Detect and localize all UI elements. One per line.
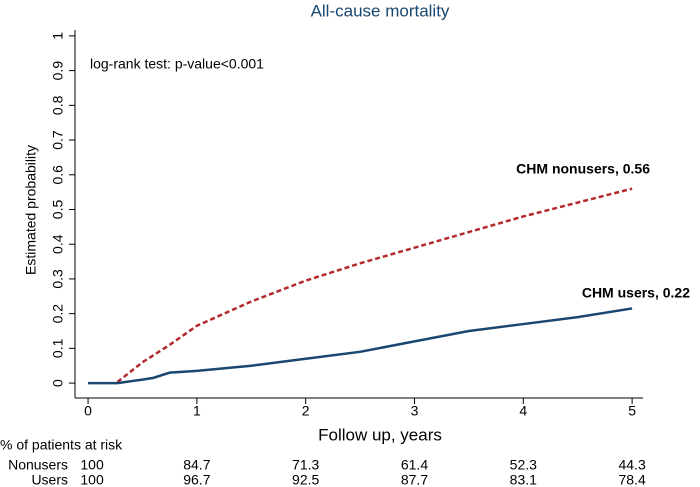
- risk-value: 84.7: [183, 457, 210, 473]
- series-line: [116, 187, 633, 384]
- y-tick-label: 0.8: [50, 95, 66, 115]
- y-tick-label: 0.4: [50, 234, 66, 254]
- annotation: CHM nonusers, 0.56: [516, 161, 650, 177]
- x-tick-label: 0: [84, 403, 92, 419]
- chart-title: All-cause mortality: [311, 1, 450, 20]
- x-tick-label: 1: [193, 403, 201, 419]
- y-tick-label: 0.6: [50, 165, 66, 185]
- annotation: CHM users, 0.22: [582, 285, 690, 301]
- risk-value: 96.7: [183, 472, 210, 487]
- y-tick-label: 0.9: [50, 61, 66, 81]
- y-tick-label: 0.1: [50, 338, 66, 358]
- x-tick-label: 2: [302, 403, 310, 419]
- risk-row-label: Nonusers: [8, 457, 68, 473]
- risk-value: 87.7: [401, 472, 428, 487]
- risk-value: 92.5: [292, 472, 319, 487]
- series-line: [88, 307, 633, 385]
- y-tick-label: 0.5: [50, 200, 66, 220]
- risk-value: 83.1: [510, 472, 537, 487]
- risk-value: 52.3: [510, 457, 537, 473]
- y-tick-label: 0: [50, 379, 66, 387]
- y-tick-label: 0.3: [50, 269, 66, 289]
- y-tick-label: 0.2: [50, 304, 66, 324]
- risk-value: 78.4: [618, 472, 645, 487]
- risk-value: 44.3: [618, 457, 645, 473]
- y-axis-label: Estimated probability: [23, 145, 39, 275]
- risk-table-title: % of patients at risk: [0, 437, 123, 453]
- x-tick-label: 4: [519, 403, 527, 419]
- risk-value: 71.3: [292, 457, 319, 473]
- y-tick-label: 0.7: [50, 130, 66, 150]
- risk-value: 100: [80, 457, 104, 473]
- risk-row-label: Users: [31, 472, 68, 487]
- risk-value: 61.4: [401, 457, 428, 473]
- x-axis-label: Follow up, years: [318, 425, 442, 444]
- y-tick-label: 1: [50, 32, 66, 40]
- x-tick-label: 5: [628, 403, 636, 419]
- x-tick-label: 3: [411, 403, 419, 419]
- annotation: log-rank test: p-value<0.001: [90, 56, 264, 72]
- risk-value: 100: [80, 472, 104, 487]
